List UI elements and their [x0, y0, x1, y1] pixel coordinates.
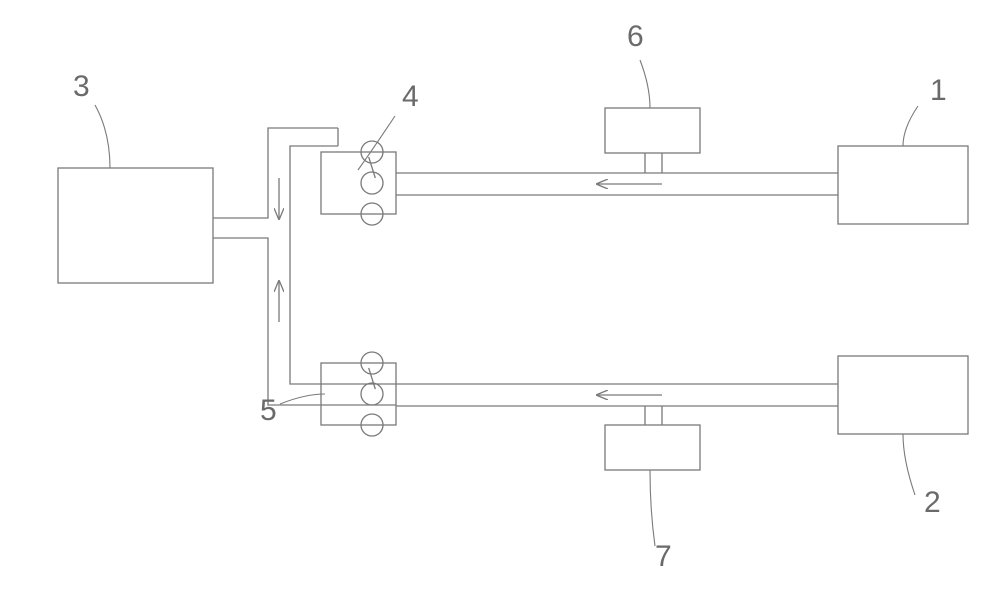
block-b3 [58, 168, 213, 283]
leader-l1 [903, 106, 918, 146]
manifold-inner [290, 146, 396, 384]
label-l6: 6 [627, 20, 644, 53]
block-b6 [605, 108, 700, 153]
leader-l6 [640, 60, 650, 108]
label-l4: 4 [402, 80, 419, 113]
valve-v4-middle-circle [361, 172, 383, 194]
block-b4 [321, 152, 396, 214]
label-l5: 5 [260, 394, 277, 427]
block-b5 [321, 363, 396, 425]
leader-l5 [280, 394, 325, 404]
block-b2 [838, 356, 968, 434]
block-b1 [838, 146, 968, 224]
leader-l2 [903, 434, 915, 495]
label-l3: 3 [73, 70, 90, 103]
leader-l7 [650, 470, 655, 546]
label-l7: 7 [655, 540, 672, 573]
label-l1: 1 [930, 74, 947, 107]
label-l2: 2 [924, 486, 941, 519]
valve-v5-link [369, 368, 376, 389]
valve-v5-middle-circle [361, 383, 383, 405]
leader-l3 [95, 105, 110, 168]
valve-v4-link [369, 157, 376, 178]
block-b7 [605, 425, 700, 470]
